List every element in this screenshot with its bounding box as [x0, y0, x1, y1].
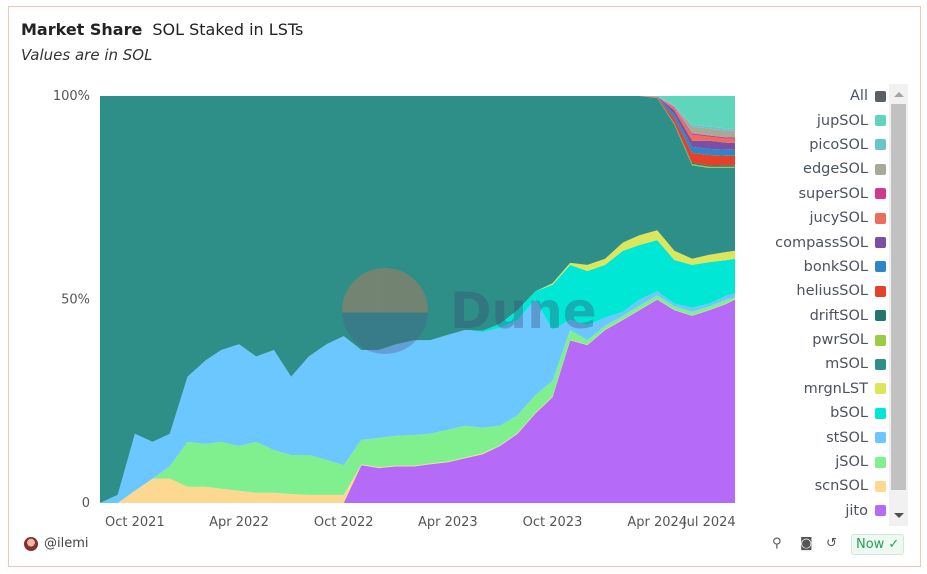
legend-swatch	[875, 139, 886, 151]
legend-swatch	[875, 505, 886, 517]
legend-swatch	[875, 432, 886, 444]
area-bSOL[interactable]	[100, 240, 735, 503]
legend-item-bSOL[interactable]: bSOL	[760, 401, 886, 425]
camera-icon[interactable]: ◙	[800, 536, 813, 551]
legend-swatch	[875, 188, 886, 200]
legend-label: jucySOL	[809, 210, 868, 227]
legend-swatch	[875, 261, 886, 273]
legend-item-compassSOL[interactable]: compassSOL	[760, 230, 886, 254]
legend-label: superSOL	[798, 185, 868, 202]
legend-swatch	[875, 163, 886, 175]
legend-swatch	[875, 212, 886, 224]
area-stSOL[interactable]	[100, 291, 735, 503]
legend-item-superSOL[interactable]: superSOL	[760, 182, 886, 206]
x-tick-label: Apr 2023	[418, 515, 478, 530]
legend-item-scnSOL[interactable]: scnSOL	[760, 474, 886, 498]
author-name: @ilemi	[44, 536, 89, 551]
legend-swatch	[875, 334, 886, 346]
x-tick-label: Apr 2022	[209, 515, 269, 530]
area-scnSOL[interactable]	[100, 299, 735, 503]
legend-swatch	[875, 90, 886, 102]
scroll-up-icon[interactable]	[894, 92, 904, 97]
refresh-status-badge[interactable]: Now ✓	[851, 534, 905, 555]
y-tick-label: 0	[82, 496, 90, 511]
legend-item-pwrSOL[interactable]: pwrSOL	[760, 328, 886, 352]
legend-label: heliusSOL	[796, 283, 868, 300]
legend-label: picoSOL	[809, 136, 868, 153]
legend-label: pwrSOL	[812, 332, 868, 349]
legend-label: mSOL	[825, 356, 868, 373]
chart-title: Market Share SOL Staked in LSTs	[21, 20, 303, 39]
status-text: Now	[856, 537, 885, 552]
legend-item-edgeSOL[interactable]: edgeSOL	[760, 157, 886, 181]
legend-label: bonkSOL	[803, 258, 868, 275]
legend-item-stSOL[interactable]: stSOL	[760, 425, 886, 449]
x-tick-label: Oct 2021	[105, 515, 165, 530]
check-circle-icon: ✓	[888, 537, 900, 552]
legend-swatch	[875, 237, 886, 249]
legend-label: mrgnLST	[803, 380, 868, 397]
legend-swatch	[875, 456, 886, 468]
legend-label: jupSOL	[816, 112, 868, 129]
area-jSOL[interactable]	[100, 295, 735, 503]
legend-item-picoSOL[interactable]: picoSOL	[760, 133, 886, 157]
refresh-icon[interactable]: ↺	[826, 536, 837, 551]
legend-label: driftSOL	[809, 307, 868, 324]
author-link[interactable]: @ilemi	[24, 536, 89, 551]
legend-item-mrgnLST[interactable]: mrgnLST	[760, 377, 886, 401]
legend-item-heliusSOL[interactable]: heliusSOL	[760, 279, 886, 303]
legend-item-jucySOL[interactable]: jucySOL	[760, 206, 886, 230]
legend: All jupSOL picoSOL edgeSOL superSOL jucySOL co…	[760, 84, 886, 523]
avatar	[24, 536, 38, 551]
legend-item-jito[interactable]: jito	[760, 499, 886, 523]
legend-swatch	[875, 285, 886, 297]
legend-item-jupSOL[interactable]: jupSOL	[760, 108, 886, 132]
legend-label: compassSOL	[775, 234, 868, 251]
legend-item-All[interactable]: All	[760, 84, 886, 108]
legend-label: jito	[845, 502, 868, 519]
x-tick-label: Oct 2023	[523, 515, 583, 530]
y-tick-label: 50%	[61, 293, 90, 308]
chart-note: Values are in SOL	[21, 46, 153, 64]
x-tick-label: Oct 2022	[314, 515, 374, 530]
legend-item-jSOL[interactable]: jSOL	[760, 450, 886, 474]
x-tick-label: Jul 2024	[682, 515, 736, 530]
legend-label: edgeSOL	[803, 161, 868, 178]
legend-item-driftSOL[interactable]: driftSOL	[760, 304, 886, 328]
scroll-down-icon[interactable]	[894, 513, 904, 518]
legend-label: bSOL	[830, 405, 868, 422]
legend-item-mSOL[interactable]: mSOL	[760, 352, 886, 376]
legend-swatch	[875, 358, 886, 370]
legend-label: scnSOL	[814, 478, 868, 495]
x-tick-label: Apr 2024	[627, 515, 687, 530]
legend-label: stSOL	[826, 429, 868, 446]
title-main: Market Share	[21, 20, 143, 39]
title-sub: SOL Staked in LSTs	[152, 20, 304, 39]
scroll-thumb[interactable]	[891, 104, 906, 490]
legend-swatch	[875, 480, 886, 492]
area-mSOL[interactable]	[100, 96, 735, 503]
y-tick-label: 100%	[53, 89, 90, 104]
area-jupSOL[interactable]	[100, 96, 735, 129]
legend-label: All	[850, 88, 868, 105]
fork-icon[interactable]: ⚲	[772, 536, 782, 551]
legend-item-bonkSOL[interactable]: bonkSOL	[760, 255, 886, 279]
legend-scrollbar[interactable]	[889, 84, 908, 526]
legend-swatch	[875, 407, 886, 419]
legend-swatch	[875, 383, 886, 395]
legend-label: jSOL	[835, 454, 868, 471]
legend-swatch	[875, 310, 886, 322]
legend-swatch	[875, 115, 886, 127]
area-jito[interactable]	[100, 299, 735, 504]
